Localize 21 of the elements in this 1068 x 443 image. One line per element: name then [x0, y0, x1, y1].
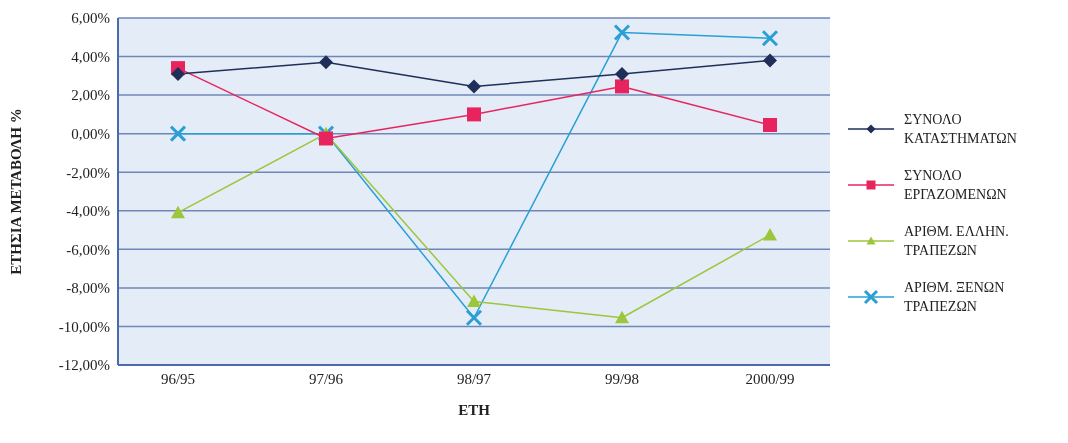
legend-label: ΑΡΙΘΜ. ΞΕΝΩΝ ΤΡΑΠΕΖΩΝ [904, 278, 1006, 316]
y-tick-label: 4,00% [71, 48, 110, 65]
x-tick-label: 97/96 [308, 370, 344, 387]
x-tick-label: 96/95 [160, 370, 196, 387]
legend-label: ΣΥΝΟΛΟ ΕΡΓΑΖΟΜΕΝΩΝ [904, 166, 1008, 204]
x-tick-label: 2000/99 [745, 370, 795, 387]
x-axis-title: ΕΤΗ [458, 402, 491, 418]
y-tick-label: -2,00% [66, 164, 110, 181]
y-tick-label: -10,00% [58, 318, 110, 335]
y-axis-title: ΕΤΗΣΙΑ ΜΕΤΑΒΟΛΗ % [8, 108, 25, 275]
y-tick-label: -4,00% [66, 203, 110, 220]
y-tick-label: -8,00% [66, 280, 110, 297]
y-tick-label: 2,00% [71, 87, 110, 104]
x-tick-label: 99/98 [604, 370, 640, 387]
y-tick-label: 6,00% [71, 10, 110, 27]
legend-label: ΑΡΙΘΜ. ΕΛΛΗΝ. ΤΡΑΠΕΖΩΝ [904, 222, 1010, 260]
x-tick-label: 98/97 [456, 370, 492, 387]
y-tick-label: 0,00% [71, 125, 110, 142]
legend-label: ΣΥΝΟΛΟ ΚΑΤΑΣΤΗΜΑΤΩΝ [904, 110, 1018, 148]
y-tick-label: -6,00% [66, 241, 110, 258]
y-tick-label: -12,00% [58, 357, 110, 374]
